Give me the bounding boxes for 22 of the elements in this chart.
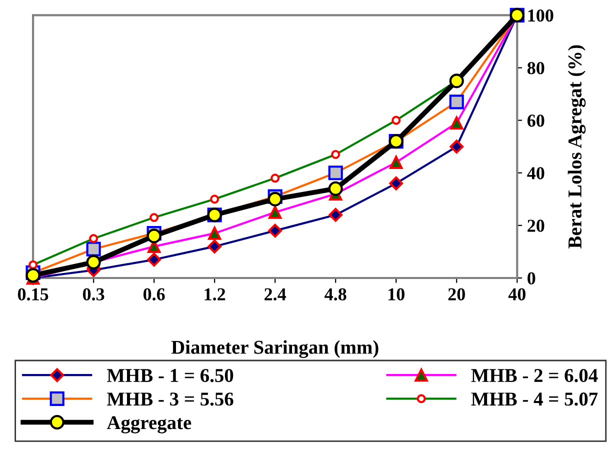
y-tick-label: 60 (527, 114, 544, 127)
y-axis-title: Berat Lolos Agregat (%) (568, 45, 586, 248)
legend-label: Aggregate (106, 416, 192, 434)
x-tick-label: 1.2 (204, 288, 226, 300)
x-tick-label: 4.8 (324, 288, 346, 300)
x-tick-label: 2.4 (264, 288, 286, 300)
y-tick-label: 0 (528, 272, 536, 284)
legend-label: MHB - 4 = 5.07 (471, 392, 598, 406)
y-tick-label: 20 (528, 220, 544, 232)
x-tick-label: 20 (448, 288, 465, 300)
x-tick-label: 0.3 (82, 288, 104, 300)
x-tick-label: 0.15 (18, 288, 48, 300)
legend-label: MHB - 2 = 6.04 (471, 368, 598, 382)
legend-label: MHB - 3 = 5.56 (107, 392, 234, 406)
y-tick-label: 100 (528, 9, 554, 22)
x-tick-label: 0.6 (143, 288, 165, 300)
x-axis-title: Diameter Saringan (mm) (171, 340, 378, 358)
x-tick-label: 40 (508, 288, 526, 300)
y-tick-label: 40 (527, 167, 544, 180)
x-tick-label: 10 (388, 288, 404, 300)
y-tick-label: 80 (527, 62, 544, 74)
legend-label: MHB - 1 = 6.50 (107, 368, 234, 382)
